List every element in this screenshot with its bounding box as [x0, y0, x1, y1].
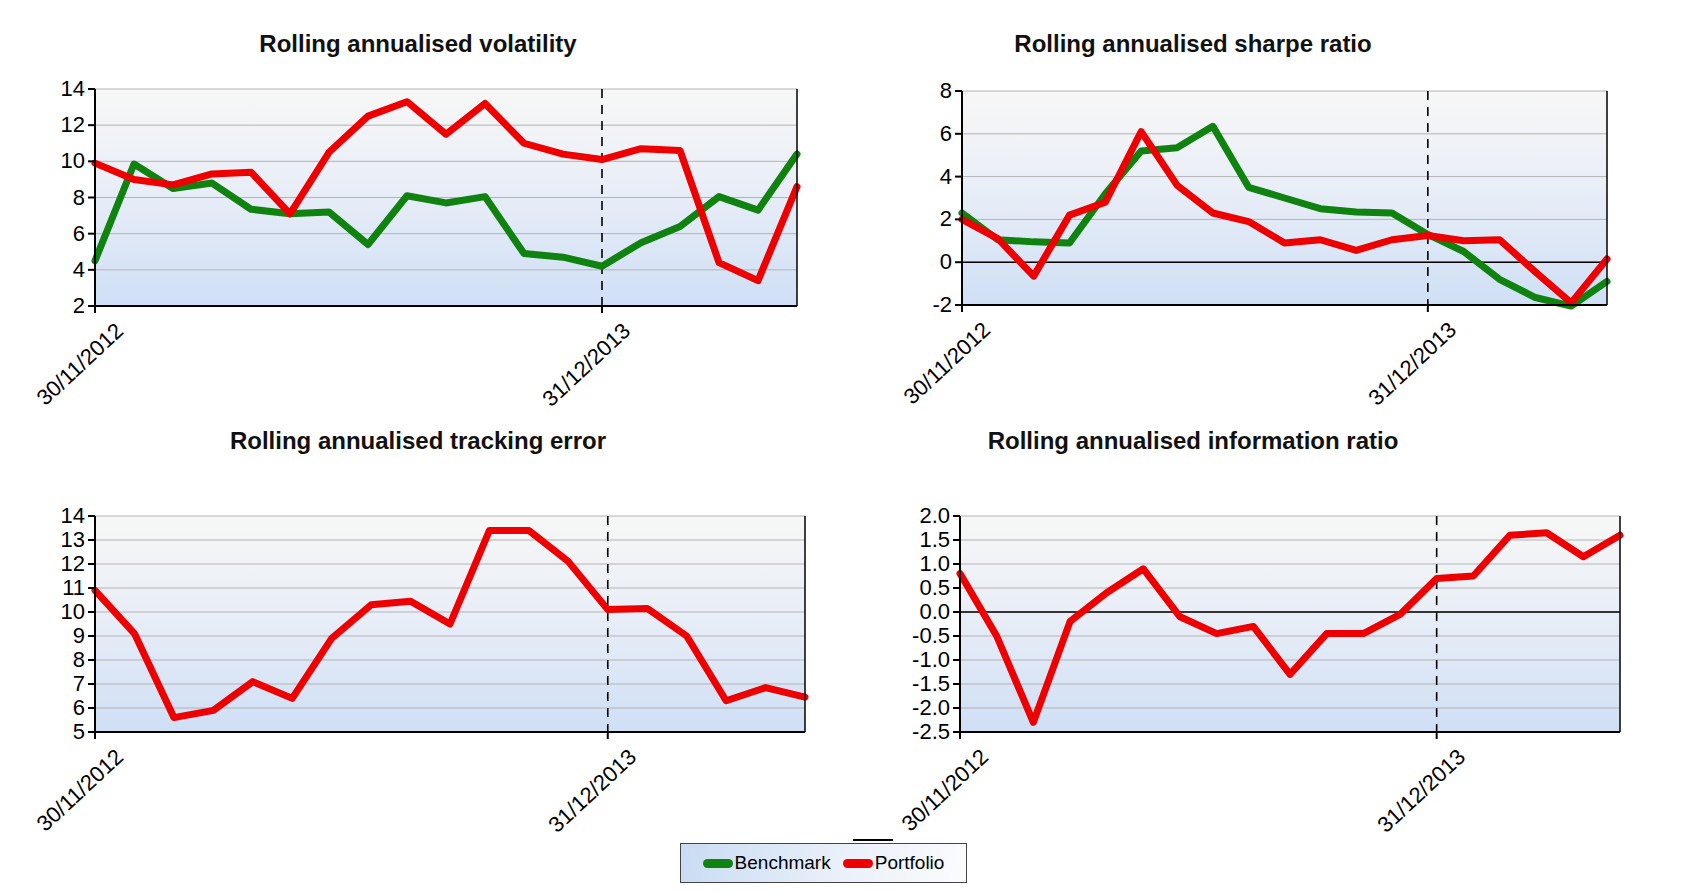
legend-item-benchmark: Benchmark: [703, 852, 831, 874]
y-tick-label: 4: [7, 256, 85, 284]
y-tick-label: 8: [7, 184, 85, 212]
benchmark-line-swatch: [703, 859, 733, 868]
y-tick-label: 5: [7, 718, 85, 746]
chart-title-tracking-error: Rolling annualised tracking error: [118, 427, 718, 455]
y-tick-label: 6: [7, 220, 85, 248]
y-tick-label: 10: [7, 147, 85, 175]
y-tick-label: -2: [874, 291, 952, 319]
chart-title-volatility: Rolling annualised volatility: [118, 30, 718, 58]
y-tick-label: 2: [7, 292, 85, 320]
portfolio-line-swatch: [843, 859, 873, 868]
legend-artifact-line: [853, 839, 893, 841]
y-tick-label: -2.5: [872, 718, 950, 746]
y-tick-label: 12: [7, 111, 85, 139]
y-tick-label: 0: [874, 248, 952, 276]
legend: Benchmark Portfolio: [680, 843, 967, 883]
y-tick-label: 2: [874, 205, 952, 233]
legend-label-portfolio: Portfolio: [875, 852, 945, 874]
legend-label-benchmark: Benchmark: [735, 852, 831, 874]
y-tick-label: 8: [874, 77, 952, 105]
y-tick-label: 14: [7, 75, 85, 103]
chart-title-information-ratio: Rolling annualised information ratio: [893, 427, 1493, 455]
y-tick-label: 4: [874, 163, 952, 191]
y-tick-label: 6: [874, 120, 952, 148]
chart-title-sharpe-ratio: Rolling annualised sharpe ratio: [893, 30, 1493, 58]
legend-item-portfolio: Portfolio: [843, 852, 945, 874]
